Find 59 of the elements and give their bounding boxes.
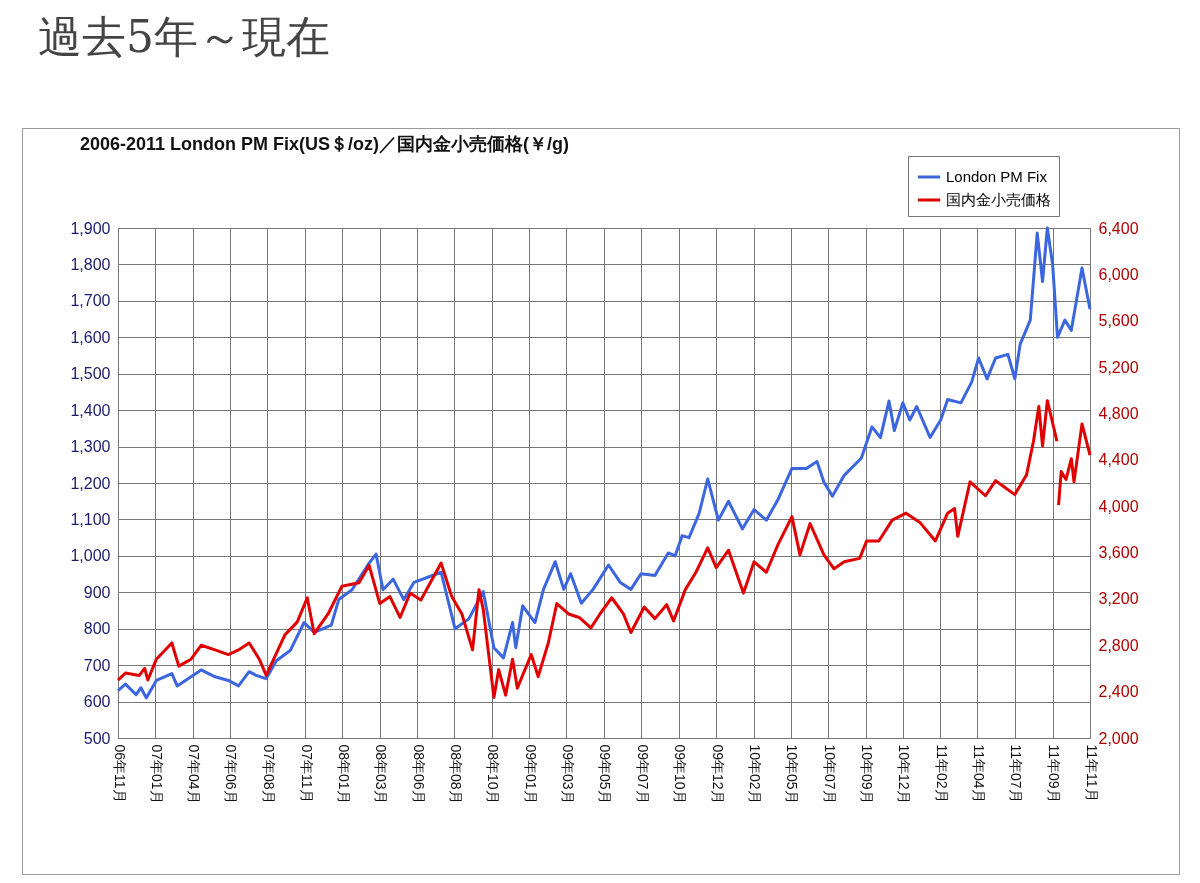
y-tick-label: 1,200 (70, 474, 111, 492)
x-tick-label: 10年07月 (821, 744, 838, 804)
x-tick-label: 07年01月 (148, 744, 165, 804)
y2-tick-label: 2,400 (1098, 683, 1139, 701)
x-tick-label: 10年12月 (896, 744, 913, 804)
y2-tick-label: 5,200 (1098, 358, 1139, 376)
y-tick-label: 700 (83, 656, 111, 674)
y2-tick-label: 4,400 (1098, 451, 1139, 469)
y2-tick-label: 2,000 (1098, 729, 1139, 747)
x-tick-label: 09年12月 (709, 744, 726, 804)
y2-tick-label: 3,600 (1098, 544, 1139, 562)
x-tick-label: 10年02月 (747, 744, 764, 804)
x-tick-label: 07年11月 (298, 744, 315, 803)
x-tick-label: 08年01月 (335, 744, 352, 804)
legend-label: London PM Fix (946, 168, 1048, 185)
y-tick-label: 1,100 (70, 510, 111, 528)
x-tick-label: 07年06月 (223, 744, 240, 804)
x-tick-label: 08年03月 (373, 744, 390, 804)
x-tick-label: 09年10月 (672, 744, 689, 804)
line-series (116, 226, 1092, 700)
legend-label: 国内金小売価格 (946, 191, 1051, 208)
y2-tick-label: 6,400 (1098, 219, 1139, 237)
y-tick-label: 600 (83, 693, 111, 711)
y2-tick-label: 2,800 (1098, 636, 1139, 654)
y-tick-label: 800 (83, 620, 111, 638)
x-tick-label: 09年05月 (597, 744, 614, 804)
x-tick-label: 11年07月 (1008, 744, 1025, 803)
y-tick-label: 1,900 (70, 219, 111, 237)
y-tick-label: 1,600 (70, 328, 111, 346)
x-tick-label: 08年10月 (485, 744, 502, 804)
x-tick-label: 07年04月 (186, 744, 203, 804)
x-tick-label: 09年01月 (522, 744, 539, 804)
y2-tick-label: 4,800 (1098, 404, 1139, 422)
x-tick-label: 07年08月 (260, 744, 277, 804)
y-tick-label: 1,800 (70, 255, 111, 273)
x-tick-label: 09年03月 (559, 744, 576, 804)
x-tick-label: 08年06月 (410, 744, 427, 804)
x-tick-label: 09年07月 (634, 744, 651, 804)
x-tick-label: 10年09月 (859, 744, 876, 804)
chart-subtitle: 2006-2011 London PM Fix(US＄/oz)／国内金小売価格(￥/g) (79, 133, 570, 154)
y-tick-label: 1,400 (70, 401, 111, 419)
x-tick-label: 11年11月 (1083, 744, 1100, 802)
x-tick-label: 11年09月 (1046, 744, 1063, 803)
y2-tick-label: 4,000 (1098, 497, 1139, 515)
x-tick-label: 10年05月 (784, 744, 801, 804)
y2-tick-label: 3,200 (1098, 590, 1139, 608)
x-tick-label: 08年08月 (447, 744, 464, 804)
y-tick-label: 900 (83, 583, 111, 601)
y-tick-label: 1,000 (70, 547, 111, 565)
y-tick-label: 1,700 (70, 292, 111, 310)
x-tick-label: 11年02月 (933, 744, 950, 803)
x-tick-label: 11年04月 (971, 744, 987, 803)
y-tick-label: 500 (83, 729, 111, 747)
y-tick-label: 1,500 (70, 365, 111, 383)
y2-tick-label: 6,000 (1098, 265, 1139, 283)
x-tick-label: 06年11月 (111, 744, 128, 803)
y2-tick-label: 5,600 (1098, 312, 1139, 330)
y-tick-label: 1,300 (70, 438, 111, 456)
chart-title: 過去5年～現在 (38, 10, 330, 64)
